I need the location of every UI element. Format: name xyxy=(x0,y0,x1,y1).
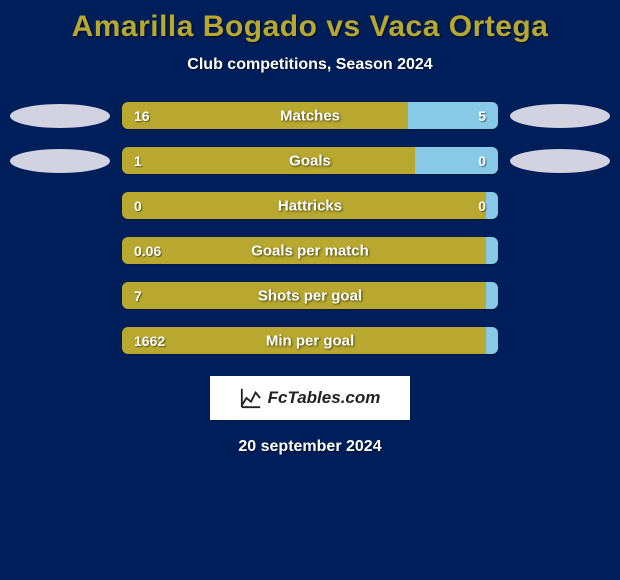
stat-row: 00Hattricks xyxy=(10,192,610,219)
stat-bar: 7 Shots per goal xyxy=(122,282,498,309)
stat-bar: 1662 Min per goal xyxy=(122,327,498,354)
player-shadow-left xyxy=(10,104,110,128)
bar-segment-right xyxy=(486,282,498,309)
title-vs: vs xyxy=(317,10,369,43)
stat-value-left: 7 xyxy=(134,288,142,304)
stat-value-right: 0 xyxy=(478,198,486,214)
stat-value-right: 5 xyxy=(478,108,486,124)
stat-label: Hattricks xyxy=(278,197,342,214)
logo-box: FcTables.com xyxy=(210,376,410,420)
bar-segment-right xyxy=(486,237,498,264)
stat-row: 1 0 Goals xyxy=(10,147,610,174)
player-shadow-left xyxy=(10,149,110,173)
subtitle: Club competitions, Season 2024 xyxy=(0,56,620,74)
logo-text: FcTables.com xyxy=(268,388,381,408)
title-player-left: Amarilla Bogado xyxy=(72,10,318,43)
stat-row: 0.06 Goals per match xyxy=(10,237,610,264)
stat-row: 16 5 Matches xyxy=(10,102,610,129)
stat-value-left: 1 xyxy=(134,153,142,169)
stat-label: Goals per match xyxy=(251,242,369,259)
stat-rows: 165Matches10Goals00Hattricks0.06Goals pe… xyxy=(0,102,620,354)
bar-segment-right: 0 xyxy=(415,147,498,174)
chart-icon xyxy=(240,387,262,409)
page-title: Amarilla Bogado vs Vaca Ortega xyxy=(0,10,620,44)
stat-value-left: 16 xyxy=(134,108,150,124)
bar-segment-right: 5 xyxy=(408,102,498,129)
stat-bar: 1 0 Goals xyxy=(122,147,498,174)
bar-segment-left: 1 xyxy=(122,147,415,174)
stat-row: 7 Shots per goal xyxy=(10,282,610,309)
stat-bar: 0.06 Goals per match xyxy=(122,237,498,264)
stat-label: Min per goal xyxy=(266,332,354,349)
stat-value-right: 0 xyxy=(478,153,486,169)
stat-value-left: 1662 xyxy=(134,333,165,349)
stat-bar: 16 5 Matches xyxy=(122,102,498,129)
stat-label: Shots per goal xyxy=(258,287,362,304)
stat-bar: 00Hattricks xyxy=(122,192,498,219)
player-shadow-right xyxy=(510,149,610,173)
title-player-right: Vaca Ortega xyxy=(369,10,548,43)
stat-value-left: 0 xyxy=(134,198,142,214)
stat-value-left: 0.06 xyxy=(134,243,161,259)
date-text: 20 september 2024 xyxy=(0,438,620,456)
stat-row: 1662 Min per goal xyxy=(10,327,610,354)
player-shadow-right xyxy=(510,104,610,128)
bar-segment-right xyxy=(486,327,498,354)
bar-segment-right: 0 xyxy=(486,192,498,219)
comparison-card: Amarilla Bogado vs Vaca Ortega Club comp… xyxy=(0,0,620,580)
bar-segment-left: 16 xyxy=(122,102,408,129)
stat-label: Matches xyxy=(280,107,340,124)
stat-label: Goals xyxy=(289,152,331,169)
